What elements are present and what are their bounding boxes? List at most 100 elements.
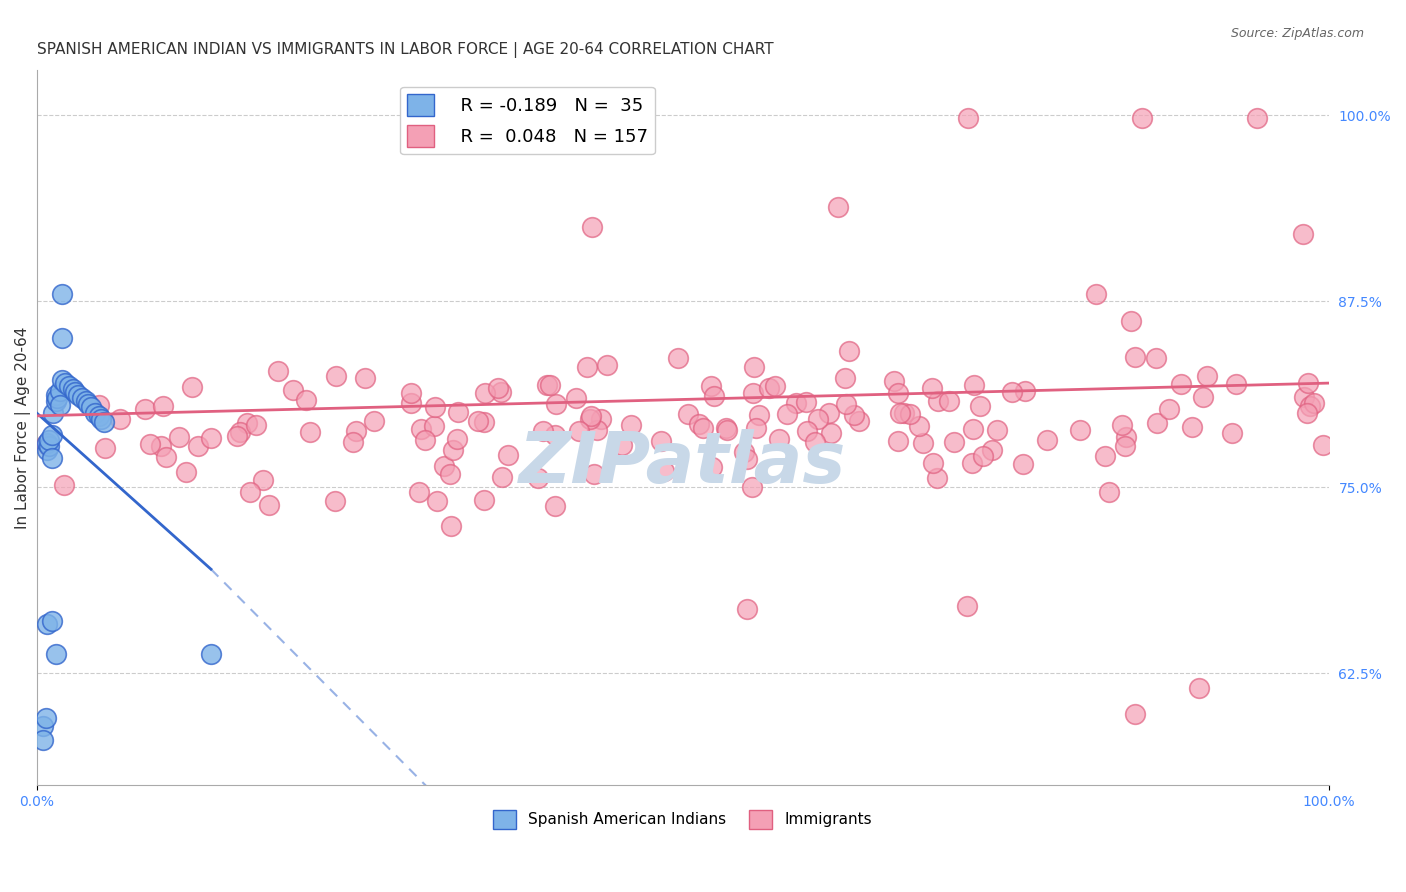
Point xyxy=(544,499,567,513)
Point xyxy=(688,417,710,432)
Point xyxy=(35,435,58,450)
Point xyxy=(596,358,619,372)
Point xyxy=(579,411,602,425)
Point xyxy=(433,458,456,473)
Point xyxy=(1001,384,1024,399)
Point xyxy=(41,615,63,629)
Point xyxy=(1130,111,1153,125)
Point xyxy=(1036,434,1059,448)
Point xyxy=(581,219,603,234)
Point xyxy=(90,412,112,426)
Point xyxy=(702,389,724,403)
Point xyxy=(763,378,786,392)
Point xyxy=(883,374,905,388)
Point xyxy=(35,437,58,451)
Point xyxy=(298,425,321,439)
Point xyxy=(363,414,385,428)
Point xyxy=(927,393,949,408)
Point xyxy=(245,417,267,432)
Point xyxy=(962,422,984,436)
Point xyxy=(893,406,915,420)
Point xyxy=(700,459,723,474)
Point xyxy=(1123,350,1146,364)
Point xyxy=(226,428,249,442)
Point xyxy=(565,392,588,406)
Point xyxy=(1157,401,1180,416)
Point xyxy=(423,419,446,434)
Point xyxy=(692,421,714,435)
Point xyxy=(139,437,162,451)
Point xyxy=(1111,417,1133,432)
Point xyxy=(612,438,634,452)
Point xyxy=(817,406,839,420)
Point xyxy=(700,379,723,393)
Point xyxy=(399,396,422,410)
Point xyxy=(980,443,1002,458)
Point xyxy=(544,397,567,411)
Point xyxy=(1146,416,1168,430)
Point xyxy=(785,396,807,410)
Point xyxy=(77,397,100,411)
Point xyxy=(467,414,489,428)
Point xyxy=(295,393,318,408)
Y-axis label: In Labor Force | Age 20-64: In Labor Force | Age 20-64 xyxy=(15,326,31,529)
Point xyxy=(742,360,765,375)
Point xyxy=(960,456,983,470)
Point xyxy=(582,467,605,481)
Point xyxy=(1114,439,1136,453)
Point xyxy=(41,428,63,442)
Point xyxy=(474,386,496,401)
Point xyxy=(807,412,830,426)
Point xyxy=(938,393,960,408)
Point xyxy=(257,498,280,512)
Point xyxy=(652,464,675,478)
Point xyxy=(921,381,943,395)
Point xyxy=(423,400,446,414)
Point xyxy=(838,343,860,358)
Point xyxy=(716,421,738,435)
Point xyxy=(472,415,495,429)
Point xyxy=(526,471,548,485)
Point xyxy=(1225,377,1247,392)
Point xyxy=(441,443,464,458)
Point xyxy=(586,423,609,437)
Point xyxy=(568,424,591,438)
Point xyxy=(820,426,842,441)
Point xyxy=(34,711,56,725)
Point xyxy=(676,407,699,421)
Point xyxy=(75,394,97,409)
Point xyxy=(70,391,93,405)
Point xyxy=(51,373,73,387)
Point xyxy=(536,378,558,392)
Point xyxy=(426,493,449,508)
Point xyxy=(87,398,110,412)
Point xyxy=(1292,227,1315,242)
Point xyxy=(1302,396,1324,410)
Point xyxy=(472,492,495,507)
Point xyxy=(956,111,979,125)
Point xyxy=(236,416,259,430)
Point xyxy=(538,378,561,392)
Point xyxy=(408,485,430,500)
Point xyxy=(1195,369,1218,384)
Point xyxy=(38,433,60,447)
Point xyxy=(51,331,73,345)
Point xyxy=(972,449,994,463)
Point xyxy=(716,424,738,438)
Point xyxy=(1299,399,1322,413)
Point xyxy=(758,380,780,394)
Point xyxy=(1115,430,1137,444)
Point xyxy=(440,518,463,533)
Text: Source: ZipAtlas.com: Source: ZipAtlas.com xyxy=(1230,27,1364,40)
Point xyxy=(531,424,554,438)
Point xyxy=(167,430,190,444)
Point xyxy=(794,395,817,409)
Point xyxy=(401,385,423,400)
Point xyxy=(735,452,758,467)
Point xyxy=(41,450,63,465)
Point xyxy=(827,201,849,215)
Point xyxy=(927,471,949,485)
Point xyxy=(1246,111,1268,125)
Point xyxy=(589,412,612,426)
Point xyxy=(52,478,75,492)
